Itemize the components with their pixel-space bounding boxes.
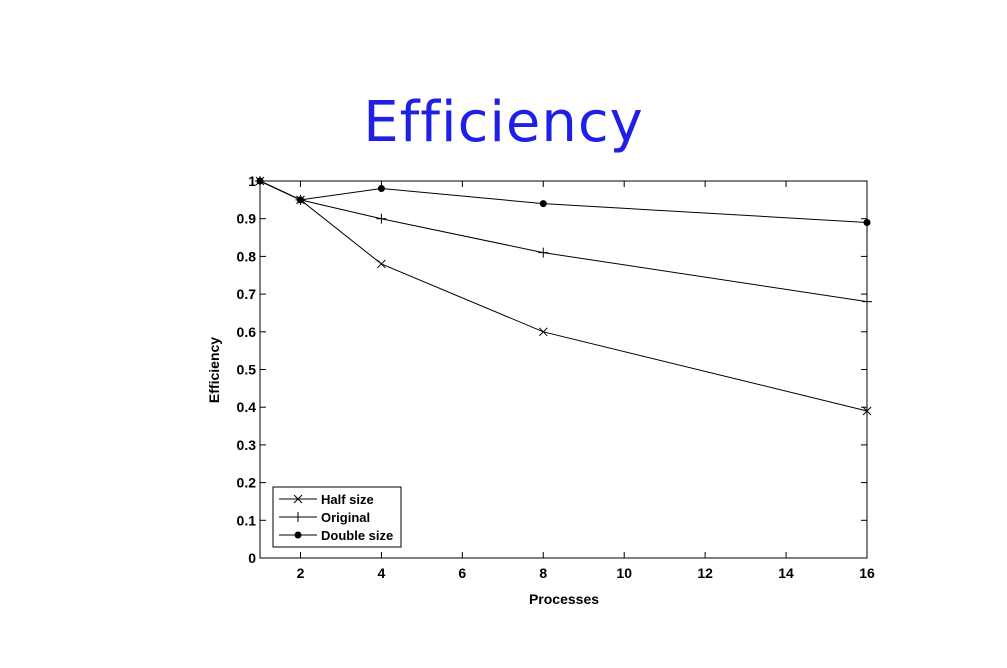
dot-marker — [294, 531, 302, 539]
legend-label: Double size — [321, 528, 393, 543]
x-marker — [538, 327, 548, 337]
plus-marker — [538, 247, 549, 258]
dot-marker — [377, 185, 385, 193]
x-tick-label: 6 — [458, 565, 466, 581]
x-tick-label: 8 — [539, 565, 547, 581]
y-tick-label: 0.3 — [237, 437, 257, 453]
y-tick-label: 0.7 — [237, 286, 257, 302]
series-layer — [255, 176, 872, 416]
legend-entry: Double size — [279, 528, 393, 543]
legend-label: Original — [321, 510, 370, 525]
dot-marker — [256, 177, 264, 185]
ticks-layer: 2 4 6 8 10 12 14 16 0 0.1 0.2 0.3 0.4 0.5 0.6 0.7 0.8 0.9… — [237, 173, 875, 581]
x-tick-label: 16 — [859, 565, 875, 581]
dot-marker — [539, 200, 547, 208]
x-tick-label: 10 — [616, 565, 632, 581]
y-tick-label: 0 — [248, 550, 256, 566]
x-marker — [377, 259, 386, 269]
legend-entry: Original — [279, 510, 370, 525]
legend-entry: Half size — [279, 492, 374, 507]
series-original — [255, 176, 872, 307]
slide-title: Efficiency — [363, 90, 644, 155]
plus-marker — [862, 296, 872, 307]
y-tick-label: 0.9 — [237, 211, 257, 227]
legend-label: Half size — [321, 492, 374, 507]
y-tick-label: 0.8 — [237, 248, 257, 264]
y-axis-label: Efficiency — [206, 337, 222, 403]
y-tick-label: 0.2 — [237, 475, 257, 491]
series-half-size — [255, 176, 872, 416]
series-line — [259, 180, 868, 223]
series-line — [259, 180, 868, 303]
plus-marker — [293, 512, 303, 522]
dot-marker — [296, 196, 304, 204]
x-marker — [293, 494, 303, 504]
y-tick-label: 1 — [248, 173, 256, 189]
y-tick-label: 0.1 — [237, 512, 257, 528]
x-tick-label: 2 — [297, 565, 305, 581]
dot-marker — [863, 218, 871, 226]
y-tick-label: 0.6 — [237, 324, 257, 340]
x-marker — [862, 406, 872, 416]
plus-marker — [376, 213, 387, 224]
series-double-size — [256, 177, 871, 226]
series-line — [259, 180, 868, 412]
x-tick-label: 12 — [697, 565, 713, 581]
legend-layer: Half size Original Double size — [272, 486, 402, 548]
x-axis-label: Processes — [529, 591, 599, 607]
y-tick-label: 0.4 — [237, 399, 257, 415]
x-tick-label: 4 — [378, 565, 386, 581]
x-tick-label: 14 — [778, 565, 794, 581]
y-tick-label: 0.5 — [237, 362, 257, 378]
